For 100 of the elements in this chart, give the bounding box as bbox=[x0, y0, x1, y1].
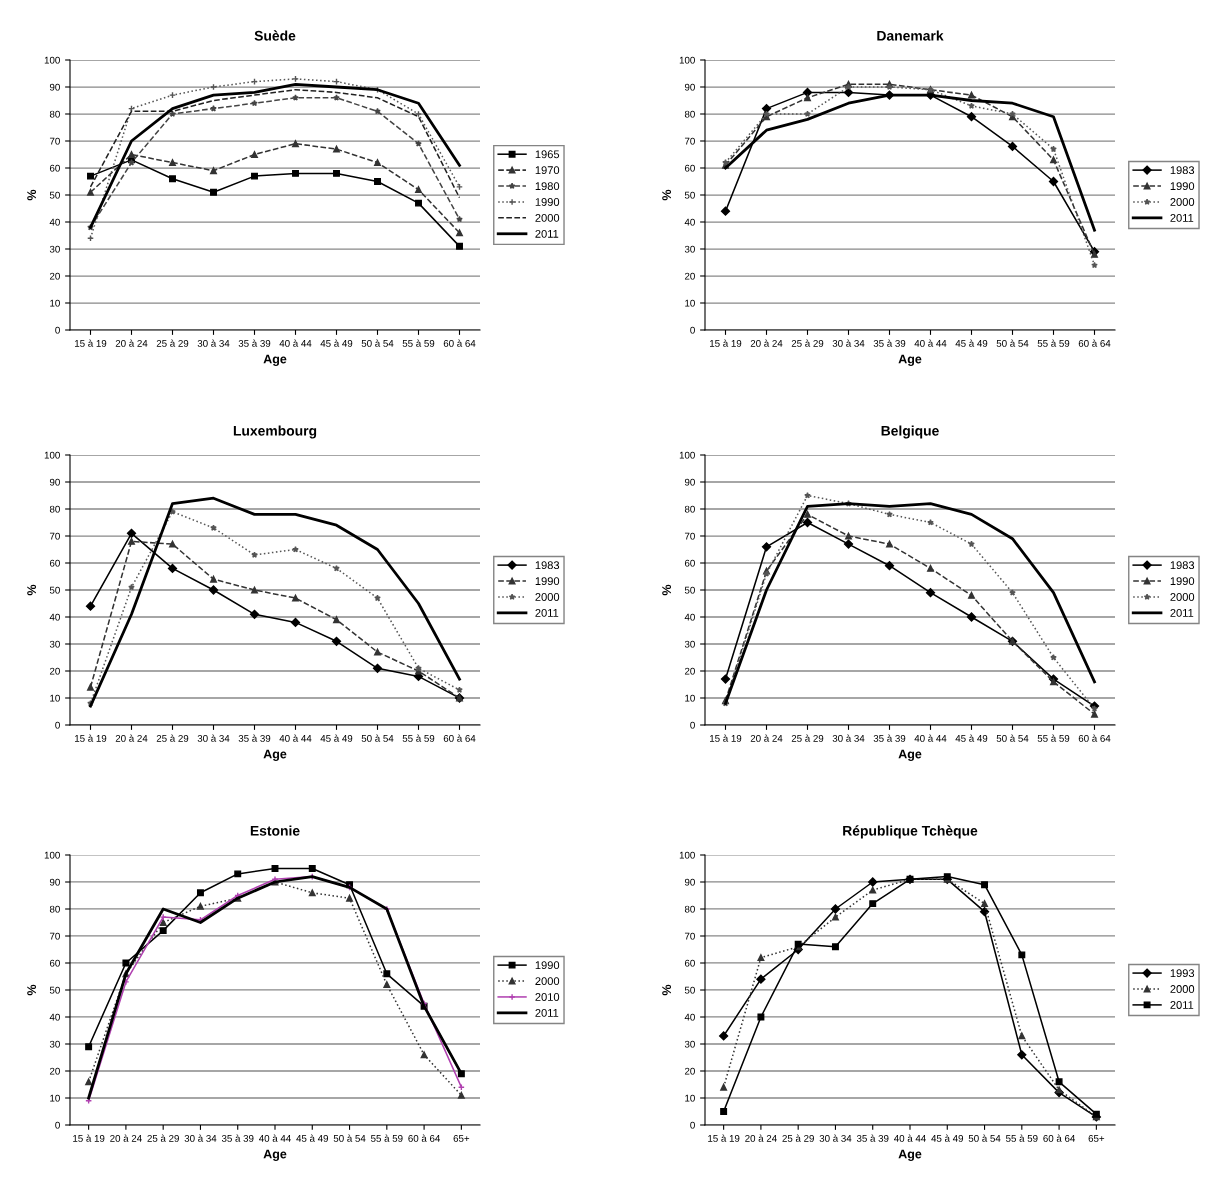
y-tick-label: 80 bbox=[49, 505, 60, 513]
x-tick-label: 40 à 44 bbox=[259, 1134, 291, 1142]
x-tick-label: 20 à 24 bbox=[115, 734, 148, 742]
x-tick-label: 15 à 19 bbox=[708, 1134, 740, 1142]
legend-label: 1990 bbox=[535, 198, 560, 206]
x-tick-label: 45 à 49 bbox=[931, 1134, 964, 1142]
y-tick-label: 70 bbox=[684, 532, 695, 540]
x-tick-label: 15 à 19 bbox=[75, 339, 107, 347]
y-tick-label: 20 bbox=[49, 272, 60, 280]
legend-label: 2011 bbox=[535, 1008, 559, 1017]
x-tick-label: 35 à 39 bbox=[856, 1134, 889, 1142]
y-tick-label: 30 bbox=[684, 1040, 695, 1048]
y-tick-label: 40 bbox=[49, 1013, 60, 1021]
x-tick-label: 45 à 49 bbox=[320, 734, 353, 742]
y-tick-label: 80 bbox=[684, 110, 695, 118]
y-tick-label: 10 bbox=[50, 1094, 60, 1102]
y-tick-label: 30 bbox=[49, 245, 60, 253]
x-tick-label: 60 à 64 bbox=[1078, 339, 1111, 347]
y-tick-label: 80 bbox=[684, 505, 695, 513]
y-tick-label: 20 bbox=[684, 667, 695, 675]
legend-label: 1980 bbox=[535, 182, 560, 191]
legend-label: 1990 bbox=[535, 961, 560, 970]
y-tick-label: 90 bbox=[49, 878, 60, 886]
legend-label: 1983 bbox=[1170, 166, 1195, 175]
x-tick-label: 55 à 59 bbox=[1037, 734, 1070, 742]
y-tick-label: 60 bbox=[684, 959, 695, 967]
x-tick-label: 20 à 24 bbox=[110, 1134, 142, 1142]
x-tick-label: 30 à 34 bbox=[832, 734, 865, 742]
y-tick-label: 0 bbox=[690, 326, 695, 334]
y-tick-label: 70 bbox=[49, 137, 60, 145]
legend-label: 2000 bbox=[535, 213, 560, 222]
x-tick-label: 45 à 49 bbox=[955, 734, 988, 742]
y-tick-label: 60 bbox=[49, 164, 60, 172]
x-tick-label: 30 à 34 bbox=[184, 1134, 217, 1142]
legend-label: 2011 bbox=[535, 229, 559, 238]
y-tick-label: 60 bbox=[684, 164, 695, 172]
x-tick-label: 15 à 19 bbox=[710, 734, 742, 742]
legend-label: 2011 bbox=[1170, 1001, 1194, 1009]
x-tick-label: 40 à 44 bbox=[914, 339, 947, 347]
y-tick-label: 40 bbox=[49, 613, 60, 621]
y-tick-label: 60 bbox=[49, 959, 60, 967]
y-axis-title: % bbox=[662, 984, 672, 996]
y-axis-title: % bbox=[27, 584, 37, 596]
x-tick-label: 35 à 39 bbox=[873, 734, 906, 742]
y-tick-label: 90 bbox=[684, 478, 695, 486]
x-tick-label: 50 à 54 bbox=[333, 1134, 366, 1142]
y-tick-label: 30 bbox=[684, 640, 695, 648]
x-tick-label: 40 à 44 bbox=[279, 734, 312, 742]
x-axis-title: Age bbox=[898, 749, 922, 761]
x-tick-label: 25 à 29 bbox=[156, 734, 189, 742]
y-tick-label: 100 bbox=[679, 851, 695, 859]
y-tick-label: 20 bbox=[684, 272, 695, 280]
y-tick-label: 40 bbox=[49, 218, 60, 226]
y-tick-label: 60 bbox=[49, 559, 60, 567]
x-tick-label: 30 à 34 bbox=[197, 339, 230, 347]
legend-label: 1983 bbox=[1170, 561, 1195, 570]
legend-label: 2011 bbox=[535, 608, 559, 617]
y-tick-label: 100 bbox=[44, 851, 60, 859]
y-tick-label: 0 bbox=[55, 326, 60, 334]
legend-label: 2000 bbox=[1170, 593, 1195, 601]
x-tick-label: 60 à 64 bbox=[408, 1134, 441, 1142]
x-tick-label: 60 à 64 bbox=[443, 734, 476, 742]
x-tick-label: 65+ bbox=[453, 1134, 470, 1142]
y-tick-label: 90 bbox=[684, 83, 695, 91]
legend-label: 1990 bbox=[535, 577, 560, 586]
y-tick-label: 20 bbox=[684, 1067, 695, 1075]
x-tick-label: 20 à 24 bbox=[115, 339, 148, 347]
x-tick-label: 50 à 54 bbox=[361, 734, 394, 742]
legend-label: 1993 bbox=[1170, 969, 1195, 978]
y-tick-label: 0 bbox=[55, 1121, 60, 1129]
x-tick-label: 55 à 59 bbox=[402, 734, 435, 742]
y-tick-label: 10 bbox=[685, 694, 695, 702]
x-tick-label: 15 à 19 bbox=[73, 1134, 105, 1142]
y-tick-label: 0 bbox=[690, 721, 695, 729]
x-axis-title: Age bbox=[263, 749, 287, 761]
x-tick-label: 25 à 29 bbox=[791, 734, 824, 742]
legend-label: 2000 bbox=[535, 593, 560, 601]
y-tick-label: 70 bbox=[49, 932, 60, 940]
y-tick-label: 100 bbox=[44, 451, 60, 459]
x-tick-label: 55 à 59 bbox=[370, 1134, 403, 1142]
y-tick-label: 40 bbox=[684, 1013, 695, 1021]
y-tick-label: 90 bbox=[684, 878, 695, 886]
x-tick-label: 50 à 54 bbox=[996, 339, 1029, 347]
y-tick-label: 50 bbox=[49, 586, 60, 594]
x-tick-label: 60 à 64 bbox=[443, 339, 476, 347]
x-tick-label: 20 à 24 bbox=[745, 1134, 777, 1142]
legend-label: 2000 bbox=[535, 977, 560, 986]
y-tick-label: 80 bbox=[684, 905, 695, 913]
y-tick-label: 70 bbox=[684, 932, 695, 940]
x-axis-title: Age bbox=[898, 354, 922, 366]
x-axis-title: Age bbox=[263, 354, 287, 366]
y-tick-label: 10 bbox=[50, 299, 60, 307]
x-tick-label: 15 à 19 bbox=[710, 339, 742, 347]
y-tick-label: 70 bbox=[684, 137, 695, 145]
x-tick-label: 55 à 59 bbox=[1037, 339, 1070, 347]
y-axis-title: % bbox=[27, 189, 37, 201]
x-tick-label: 25 à 29 bbox=[791, 339, 824, 347]
y-tick-label: 30 bbox=[49, 640, 60, 648]
x-tick-label: 45 à 49 bbox=[955, 339, 988, 347]
chart-title: République Tchèque bbox=[843, 825, 978, 839]
